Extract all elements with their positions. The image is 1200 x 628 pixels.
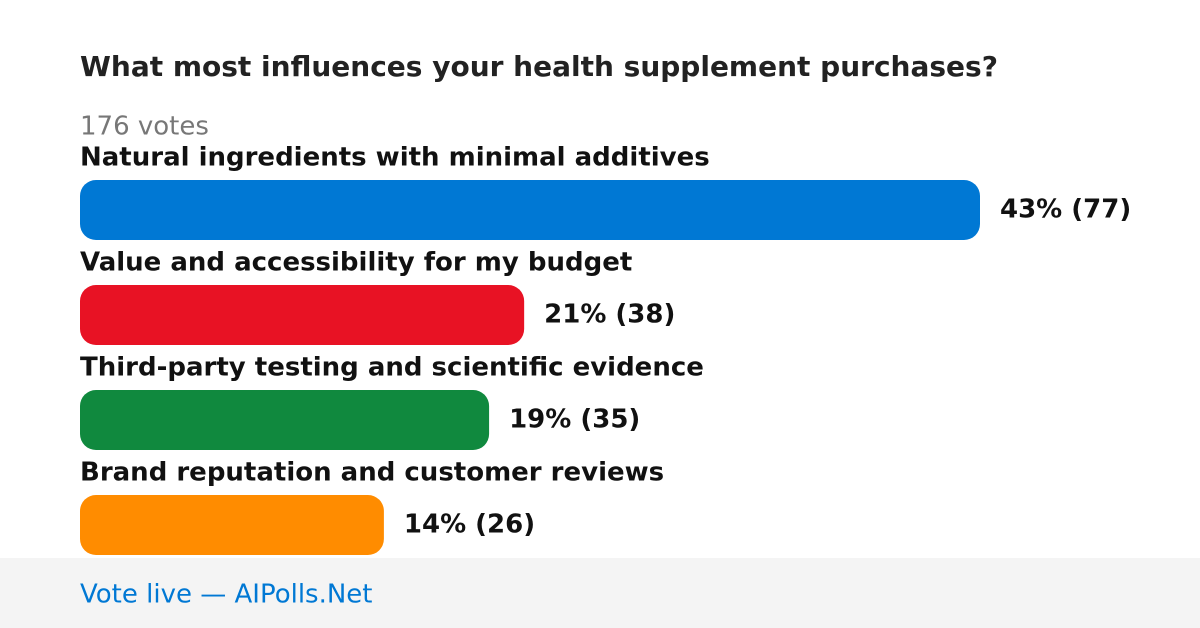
option-label: Value and accessibility for my budget bbox=[80, 248, 632, 278]
poll-title: What most influences your health supplem… bbox=[80, 50, 998, 83]
footer-link[interactable]: Vote live — AIPolls.Net bbox=[80, 580, 373, 610]
bar bbox=[80, 285, 525, 345]
option-label: Brand reputation and customer reviews bbox=[80, 458, 664, 488]
option-label: Natural ingredients with minimal additiv… bbox=[80, 143, 710, 173]
value-label: 21% (38) bbox=[544, 300, 675, 330]
value-label: 19% (35) bbox=[509, 405, 640, 435]
option-label: Third-party testing and scientific evide… bbox=[80, 353, 704, 383]
vote-count: 176 votes bbox=[80, 112, 209, 142]
bar bbox=[80, 180, 980, 240]
value-label: 14% (26) bbox=[404, 510, 535, 540]
bar bbox=[80, 495, 384, 555]
bar bbox=[80, 390, 490, 450]
value-label: 43% (77) bbox=[1000, 195, 1131, 225]
footer-band bbox=[0, 558, 1200, 628]
